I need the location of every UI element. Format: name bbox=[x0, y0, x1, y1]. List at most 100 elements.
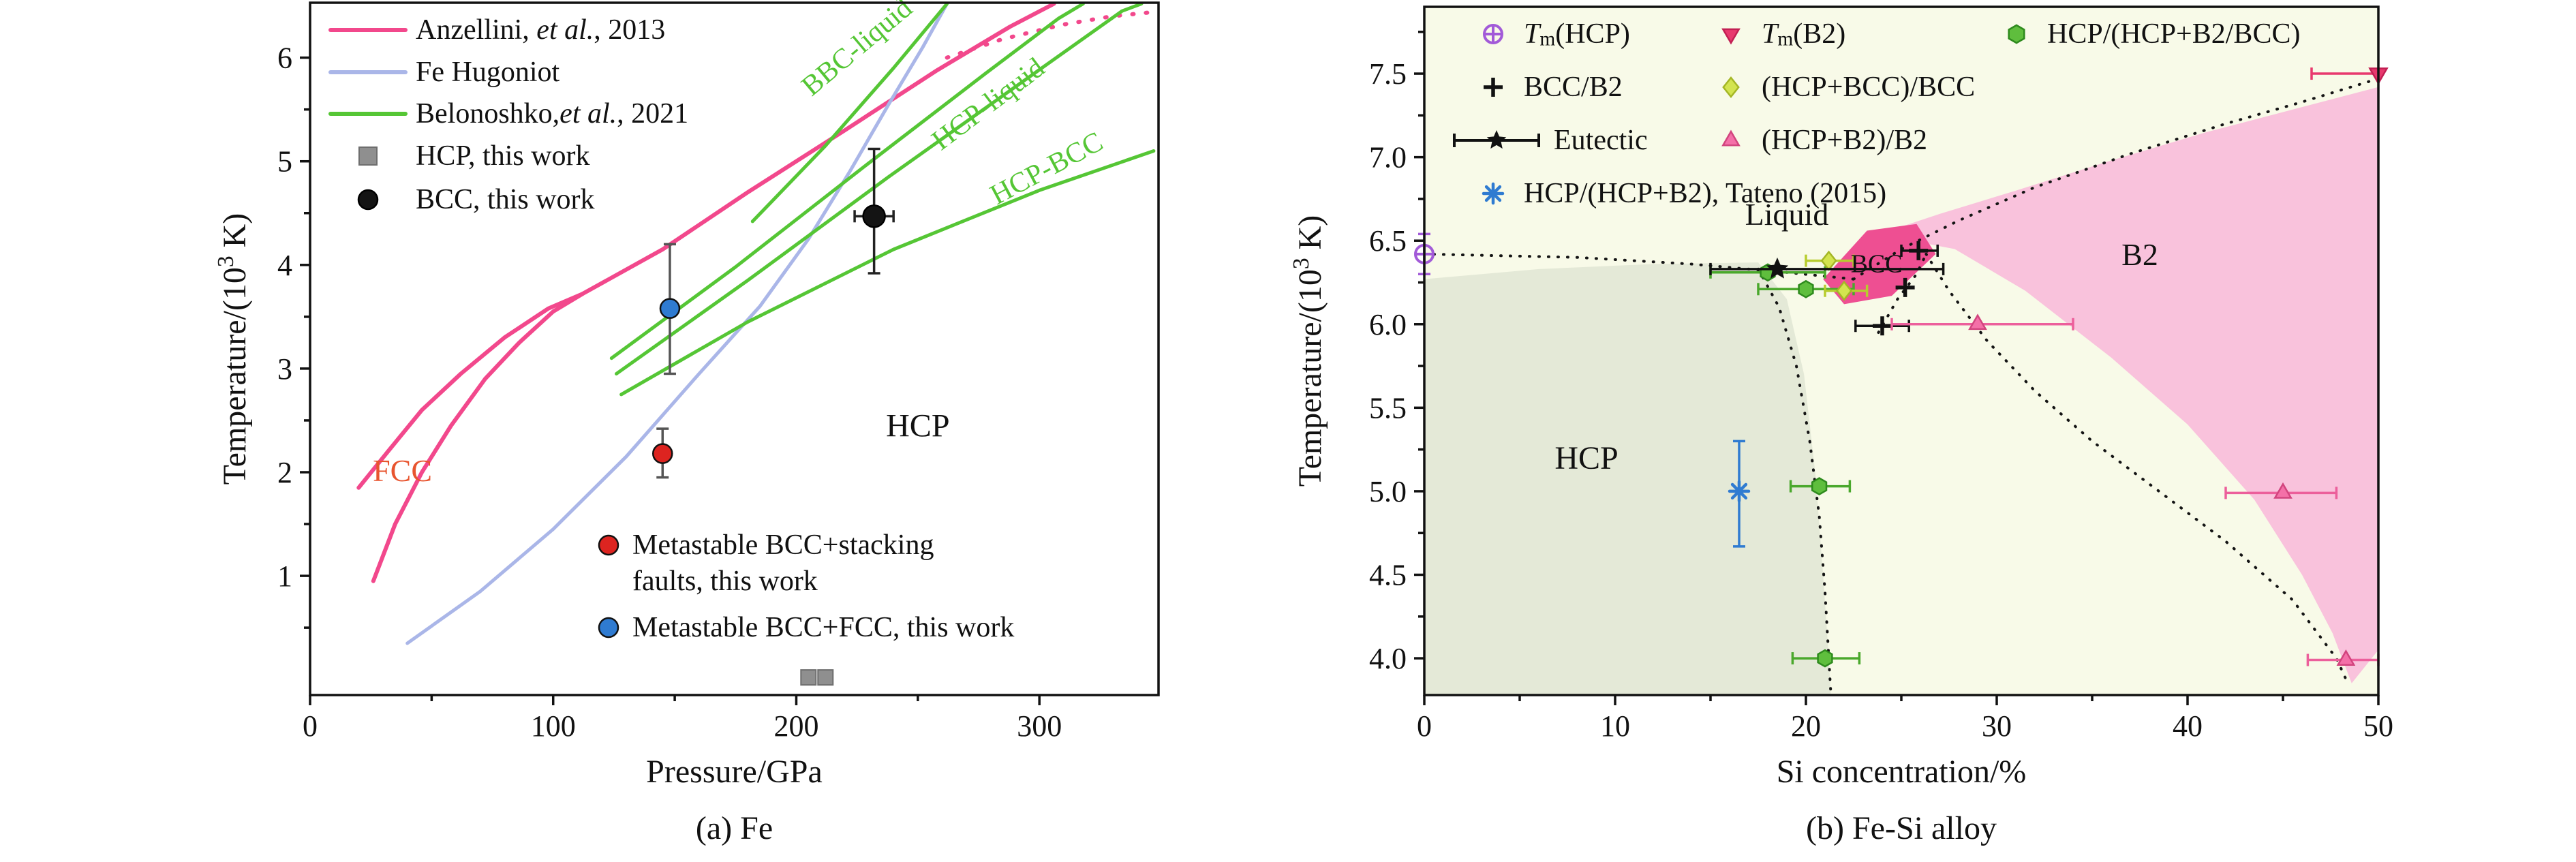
legend-label: Tm(B2) bbox=[1762, 18, 1845, 50]
caption-fesi: (b) Fe-Si alloy bbox=[1806, 810, 1997, 846]
series-belonoshko-bcc-liquid bbox=[750, 2, 949, 224]
legend-label: HCP/(HCP+B2), Tateno (2015) bbox=[1524, 178, 1886, 209]
marker-circle bbox=[598, 534, 619, 556]
legend-label: Eutectic bbox=[1554, 125, 1648, 156]
y-axis-title: Temperature/(103 K) bbox=[213, 213, 253, 485]
legend-label: BCC, this work bbox=[416, 184, 595, 215]
y-tick-label: 6 bbox=[277, 41, 292, 74]
series-anzellini-fcc-upper bbox=[356, 292, 585, 490]
region-b2 bbox=[1869, 87, 2378, 683]
marker-plus-inner bbox=[1484, 25, 1502, 43]
series-anzellini-fcc-lower bbox=[371, 292, 585, 583]
y-tick-label: 4.0 bbox=[1369, 642, 1407, 675]
y-tick-label: 3 bbox=[277, 352, 292, 385]
y-tick-label: 5.0 bbox=[1369, 474, 1407, 508]
annotation-bcc: BCC bbox=[1851, 250, 1903, 279]
y-axis-title: Temperature/(103 K) bbox=[1289, 215, 1328, 487]
marker-triangle-down bbox=[1721, 28, 1741, 45]
marker-hcpb2-b2-boundary bbox=[2273, 482, 2293, 499]
marker-bcc-this-work bbox=[862, 204, 886, 228]
marker-triangle-up bbox=[1721, 129, 1741, 147]
legend-label: HCP, this work bbox=[416, 140, 590, 172]
legend-label: BCC/B2 bbox=[1524, 72, 1623, 103]
legend-label: Anzellini, et al., 2013 bbox=[416, 14, 665, 46]
series-belonoshko-hcp-liquid-lower bbox=[615, 2, 1144, 375]
y-tick-label: 1 bbox=[277, 559, 292, 593]
legend-label: Belonoshko,et al., 2021 bbox=[416, 98, 688, 129]
marker-asterisk bbox=[1482, 182, 1505, 205]
x-tick-label: 100 bbox=[531, 709, 576, 743]
series-anzellini-melting bbox=[580, 1, 1056, 296]
y-tick-label: 4.5 bbox=[1369, 558, 1407, 591]
series-liquidus-right-dotted bbox=[1852, 77, 2380, 281]
legend-label: Metastable BCC+FCC, this work bbox=[632, 612, 1014, 643]
marker-circle bbox=[357, 189, 379, 211]
marker-hcp-hcpb2bcc-boundary bbox=[1817, 649, 1833, 668]
x-tick-label: 50 bbox=[2363, 709, 2393, 743]
marker-plus bbox=[1484, 78, 1503, 97]
marker-eutectic-star bbox=[1486, 130, 1507, 149]
series-bcc-b2-boundary-dotted bbox=[1877, 252, 1928, 334]
legend-label: Fe Hugoniot bbox=[416, 57, 560, 88]
marker-circle bbox=[598, 617, 619, 638]
caption-fe: (a) Fe bbox=[695, 810, 773, 846]
series-liquidus-left-dotted bbox=[1423, 252, 1855, 281]
marker-eutectic bbox=[1766, 257, 1789, 279]
panel-fe: FCC HCP BBC-liquid HCP-liquid HCP-BCC 0 100 200… bbox=[213, 0, 1160, 846]
marker-hexagon bbox=[2008, 24, 2025, 44]
x-tick-label: 0 bbox=[1417, 709, 1432, 743]
x-axis-title: Pressure/GPa bbox=[646, 754, 823, 790]
x-tick-label: 30 bbox=[1982, 709, 2012, 743]
y-tick-label: 7.5 bbox=[1369, 57, 1407, 91]
legend-label: Tm(HCP) bbox=[1524, 18, 1630, 50]
marker-hcpb2-b2-boundary bbox=[1968, 313, 1987, 330]
y-tick-label: 4 bbox=[277, 248, 292, 281]
x-tick-label: 20 bbox=[1791, 709, 1821, 743]
series-belonoshko-hcp-liquid-upper bbox=[609, 2, 1085, 360]
marker-metastable-bcc-stacking-faults bbox=[652, 443, 673, 464]
annotation-hcp-bcc: HCP-BCC bbox=[985, 126, 1108, 211]
marker-metastable-bcc-fcc bbox=[659, 298, 681, 319]
x-tick-label: 40 bbox=[2173, 709, 2203, 743]
panel-fesi: Liquid HCP BCC B2 0 10 20 30 40 50 4.0 4.5 5.0 5.5 6.0… bbox=[1288, 0, 2576, 862]
marker-bcc-b2-boundary bbox=[1895, 277, 1915, 297]
plot-frame bbox=[309, 1, 1160, 696]
series-hcp-boundary-dotted bbox=[1757, 267, 1833, 694]
legend-label: (HCP+BCC)/BCC bbox=[1762, 72, 1975, 103]
marker-hcp-this-work bbox=[800, 669, 817, 686]
legend-label: Metastable BCC+stacking bbox=[632, 529, 934, 561]
legend-label: HCP/(HCP+B2/BCC) bbox=[2047, 18, 2300, 50]
y-tick-label: 6.0 bbox=[1369, 307, 1407, 341]
series-b2-boundary-dotted bbox=[1925, 252, 2350, 685]
series-fe-hugoniot bbox=[405, 2, 949, 645]
marker-bcc-b2-boundary bbox=[1873, 316, 1892, 336]
annotation-liquid: Liquid bbox=[1745, 196, 1829, 231]
x-tick-label: 200 bbox=[773, 709, 818, 743]
x-axis-title: Si concentration/% bbox=[1777, 754, 2027, 790]
marker-hcpbcc-bcc-boundary bbox=[1835, 280, 1853, 301]
y-tick-label: 7.0 bbox=[1369, 140, 1407, 174]
marker-square bbox=[358, 147, 378, 166]
marker-diamond bbox=[1722, 76, 1740, 99]
x-tick-label: 0 bbox=[303, 709, 318, 743]
marker-hcp-hcpb2bcc-boundary bbox=[1798, 279, 1814, 298]
legend-label: (HCP+B2)/B2 bbox=[1762, 125, 1927, 156]
series-melting-extrapolation-dotted bbox=[945, 10, 1156, 60]
annotation-hcp: HCP bbox=[1554, 440, 1618, 476]
annotation-hcp: HCP bbox=[886, 407, 949, 444]
y-tick-label: 6.5 bbox=[1369, 224, 1407, 258]
marker-tateno-2015 bbox=[1728, 480, 1751, 503]
legend-label: faults, this work bbox=[632, 566, 818, 597]
y-tick-label: 5.5 bbox=[1369, 391, 1407, 425]
marker-bcc-b2-boundary bbox=[1909, 241, 1929, 260]
y-tick-label: 2 bbox=[277, 455, 292, 489]
marker-hcpb2-b2-boundary bbox=[2336, 649, 2356, 666]
x-tick-label: 300 bbox=[1017, 709, 1062, 743]
region-hcp bbox=[1424, 262, 1831, 696]
annotation-fcc: FCC bbox=[373, 452, 432, 487]
x-tick-label: 10 bbox=[1600, 709, 1630, 743]
series-belonoshko-hcp-bcc bbox=[619, 149, 1156, 397]
y-tick-label: 5 bbox=[277, 144, 292, 178]
